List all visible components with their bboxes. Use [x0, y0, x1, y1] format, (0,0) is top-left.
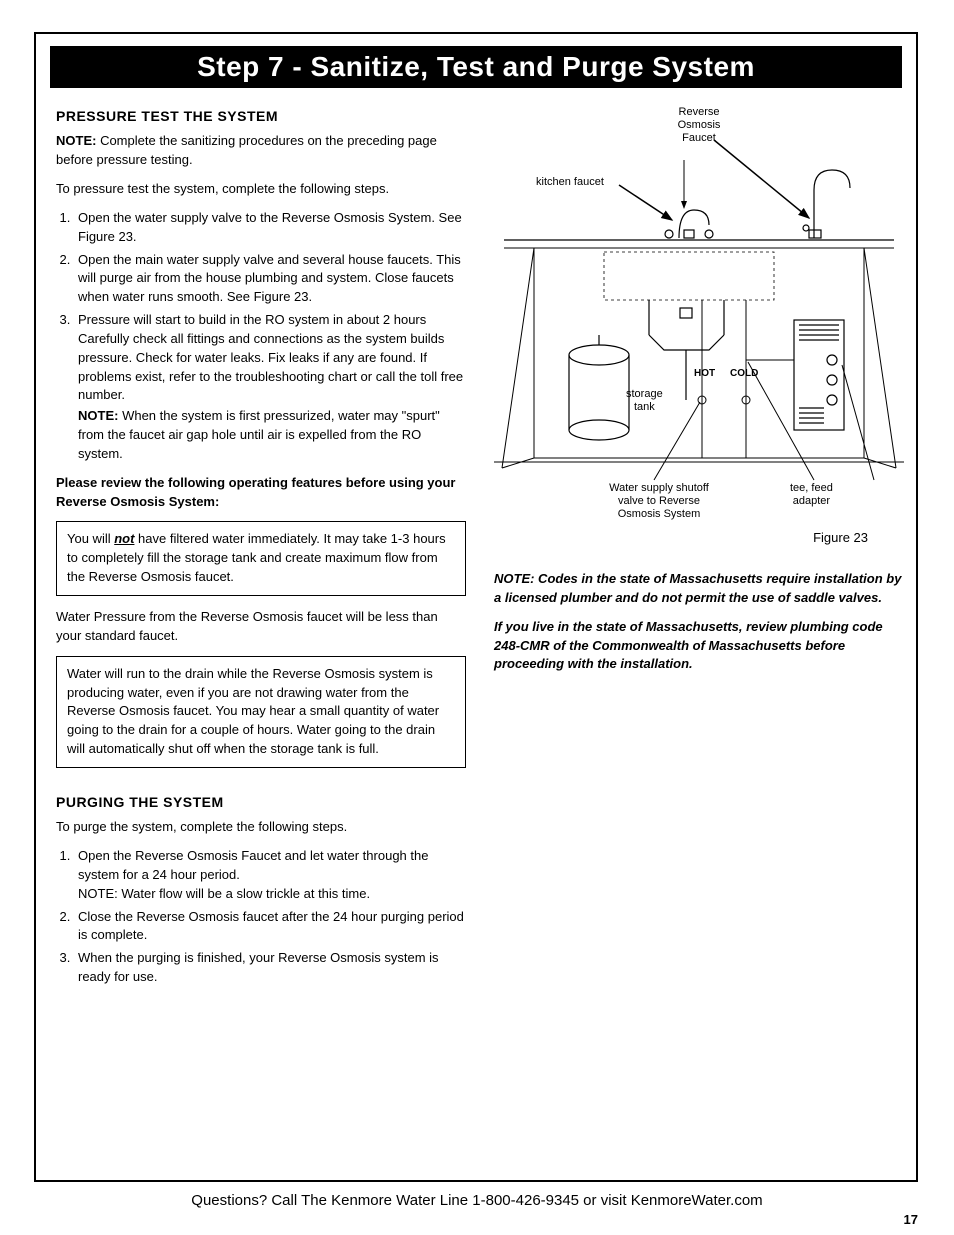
pressure-step-3: Pressure will start to build in the RO s…	[74, 311, 466, 464]
note-label: NOTE:	[56, 133, 96, 148]
note-label-2: NOTE:	[78, 408, 118, 423]
label-kitchen: kitchen faucet	[536, 176, 604, 189]
purge-step-1-note: NOTE: Water flow will be a slow trickle …	[78, 885, 466, 904]
label-ro-faucet-text: Reverse Osmosis Faucet	[678, 106, 721, 144]
purging-heading: PURGING THE SYSTEM	[56, 792, 466, 812]
note-1: NOTE: Complete the sanitizing procedures…	[56, 132, 466, 170]
left-column: PRESSURE TEST THE SYSTEM NOTE: Complete …	[56, 106, 466, 997]
pressure-test-heading: PRESSURE TEST THE SYSTEM	[56, 106, 466, 126]
footer-text: Questions? Call The Kenmore Water Line 1…	[0, 1192, 954, 1209]
note-1-text: Complete the sanitizing procedures on th…	[56, 133, 437, 167]
right-column: Reverse Osmosis Faucet kitchen faucet HO…	[494, 100, 904, 500]
figure-23: Reverse Osmosis Faucet kitchen faucet HO…	[494, 100, 904, 500]
label-ro-faucet: Reverse Osmosis Faucet	[664, 106, 734, 146]
step-banner: Step 7 - Sanitize, Test and Purge System	[50, 46, 902, 88]
purge-step-1-text: Open the Reverse Osmosis Faucet and let …	[78, 848, 428, 882]
purge-step-1: Open the Reverse Osmosis Faucet and let …	[74, 847, 466, 904]
label-storage: storage tank	[626, 388, 663, 414]
pressure-step-3-text: Pressure will start to build in the RO s…	[78, 312, 463, 402]
info-box-2: Water will run to the drain while the Re…	[56, 656, 466, 768]
pressure-steps: Open the water supply valve to the Rever…	[74, 209, 466, 464]
info-box-1: You will not have filtered water immedia…	[56, 521, 466, 596]
page-number: 17	[904, 1212, 918, 1227]
review-heading: Please review the following operating fe…	[56, 474, 466, 512]
diagram-svg	[494, 100, 904, 510]
pressure-step-1: Open the water supply valve to the Rever…	[74, 209, 466, 247]
pressure-step-2: Open the main water supply valve and sev…	[74, 251, 466, 308]
purging-section: PURGING THE SYSTEM To purge the system, …	[56, 792, 466, 987]
purge-step-2: Close the Reverse Osmosis faucet after t…	[74, 908, 466, 946]
purge-step-3: When the purging is finished, your Rever…	[74, 949, 466, 987]
label-tee: tee, feed adapter	[790, 482, 833, 508]
between-text: Water Pressure from the Reverse Osmosis …	[56, 608, 466, 646]
ma-note-1: NOTE: Codes in the state of Massachusett…	[494, 570, 904, 608]
step3-note-text: When the system is first pressurized, wa…	[78, 408, 440, 461]
label-hot: HOT	[694, 368, 715, 380]
figure-caption: Figure 23	[813, 530, 868, 545]
box1-not: not	[114, 531, 134, 546]
pressure-intro: To pressure test the system, complete th…	[56, 180, 466, 199]
label-shutoff: Water supply shutoff valve to Reverse Os…	[589, 482, 729, 522]
massachusetts-note: NOTE: Codes in the state of Massachusett…	[494, 570, 904, 684]
purging-steps: Open the Reverse Osmosis Faucet and let …	[74, 847, 466, 987]
label-cold: COLD	[730, 368, 758, 380]
ma-note-2: If you live in the state of Massachusett…	[494, 618, 904, 675]
step3-note: NOTE: When the system is first pressuriz…	[78, 407, 466, 464]
purging-intro: To purge the system, complete the follow…	[56, 818, 466, 837]
box1-a: You will	[67, 531, 114, 546]
